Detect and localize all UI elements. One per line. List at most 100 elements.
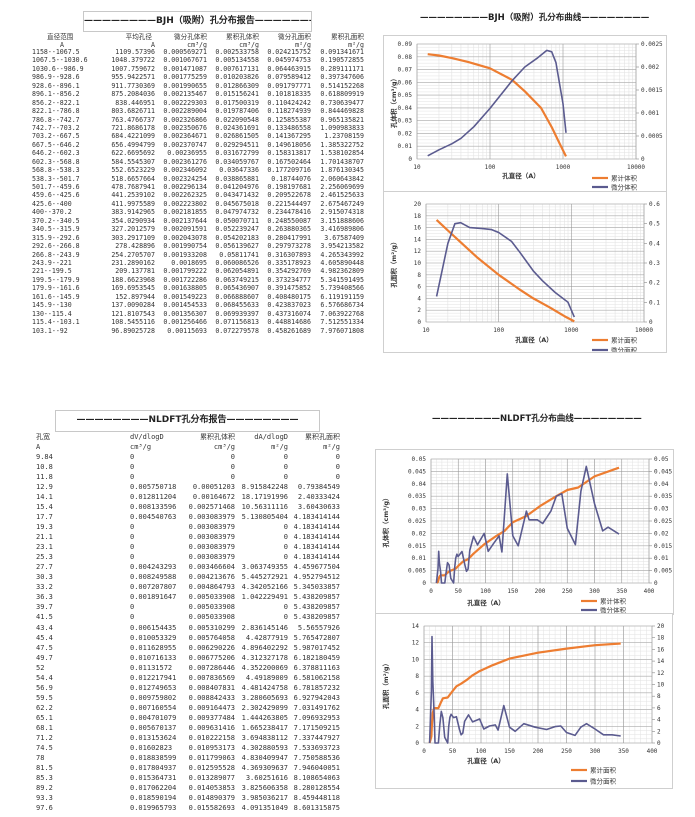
- column-unit: m²/g: [348, 41, 364, 49]
- table-cell: 0.015582693: [188, 804, 235, 813]
- table-cell: 4.605890448: [320, 259, 364, 267]
- table-cell: 0.066888607: [215, 292, 259, 301]
- table-cell: 0: [283, 533, 288, 542]
- table-cell: 0.004243293: [130, 563, 177, 572]
- table-cell: 0.010053329: [130, 633, 177, 642]
- table-cell: 354.0290934: [111, 216, 155, 225]
- table-cell: 0.007160554: [130, 703, 177, 712]
- y-tick-label: 0: [417, 319, 421, 326]
- column-unit: m²/g: [271, 443, 288, 451]
- x-tick-label: 1000: [556, 164, 571, 171]
- table-cell: 0.458261689: [267, 326, 311, 335]
- column-unit: A: [60, 41, 64, 49]
- y-tick-label: 0.04: [412, 481, 427, 488]
- table-cell: 0.026861505: [215, 132, 259, 141]
- table-cell: 622.6695692: [111, 149, 155, 158]
- table-cell: 0.002571468: [188, 503, 235, 512]
- table-cell: 0.18744076: [271, 174, 311, 183]
- y-tick-label: 0.03: [398, 118, 413, 125]
- table-cell: 0.062054891: [215, 267, 259, 276]
- table-cell: 0.001990754: [163, 242, 207, 251]
- table-cell: 0.017804937: [130, 763, 177, 772]
- table-cell: 568.8--538.3: [32, 166, 80, 175]
- table-cell: 303.2917109: [111, 233, 155, 242]
- table-cell: 179.9--161.6: [32, 284, 80, 293]
- table-cell: 0.007836569: [188, 673, 235, 682]
- table-cell: 0.03647336: [219, 166, 259, 175]
- nldft-volume-chart[interactable]: 0 0.005 0.01 0.015 0.02 0.025 0.03 0.035 0.04 0.0…: [375, 449, 674, 615]
- table-cell: 115.4--103.1: [32, 318, 80, 327]
- table-cell: 0.015364731: [130, 773, 177, 782]
- table-cell: 18.17191996: [241, 493, 288, 502]
- table-cell: 0.008249588: [130, 573, 177, 582]
- y-tick-label: 0.09: [398, 41, 413, 48]
- y-tick-label: 14: [412, 623, 420, 630]
- table-cell: 2.256069699: [320, 183, 364, 192]
- table-cell: 742.7--703.2: [32, 123, 80, 132]
- table-cell: 0.005750718: [130, 483, 177, 492]
- table-cell: 0.354292769: [267, 267, 311, 276]
- table-cell: 0.004540763: [130, 513, 177, 522]
- table-cell: 0.005310299: [188, 623, 235, 632]
- table-cell: 54.4: [36, 673, 53, 682]
- table-cell: 5.739408566: [320, 284, 364, 293]
- table-cell: 2.40333424: [297, 493, 340, 502]
- x-tick-label: 50: [449, 748, 457, 755]
- y2-tick-label: 0.05: [654, 456, 669, 463]
- table-cell: 327.2012579: [111, 225, 155, 234]
- y-tick-label: 0: [408, 156, 412, 163]
- table-cell: 4.459677504: [293, 563, 340, 572]
- nldft-area-chart[interactable]: 0 2 4 6 8 10 12 14 0 2 4 6 8 10 12 14 16 18 20 0 50 100 150 200…: [375, 613, 673, 789]
- table-cell: 0.002135467: [163, 90, 207, 99]
- column-header: dV/dlogD: [130, 433, 164, 441]
- y-tick-label: 2: [417, 307, 421, 314]
- y2-tick-label: 0.015: [654, 543, 672, 550]
- table-cell: 0.007617131: [215, 64, 259, 73]
- table-cell: 0.065436907: [215, 284, 259, 293]
- y-tick-label: 0.05: [412, 456, 427, 463]
- table-cell: 188.6623968: [111, 275, 155, 284]
- table-cell: 6.581062158: [293, 673, 340, 682]
- table-cell: 71.2: [36, 733, 53, 742]
- table-cell: 1.665238417: [241, 723, 288, 732]
- y-tick-label: 6: [415, 690, 419, 697]
- table-cell: 0.002043078: [163, 233, 207, 242]
- table-cell: 6.781857232: [293, 683, 340, 692]
- table-cell: 0.079589412: [267, 73, 311, 82]
- table-cell: 0.047974732: [215, 208, 259, 217]
- table-cell: 721.8686178: [111, 123, 155, 132]
- table-cell: 3.063749355: [241, 563, 288, 572]
- table-cell: 0.397347606: [320, 73, 364, 82]
- bjh-volume-chart[interactable]: 0 0.01 0.02 0.03 0.04 0.05 0.06 0.07 0.08 0.09 0 0.…: [383, 35, 667, 192]
- x-tick-label: 300: [590, 748, 601, 755]
- table-cell: 3.67587409: [324, 233, 364, 242]
- x-tick-label: 10000: [627, 164, 645, 171]
- table-cell: 7.976071808: [320, 326, 364, 335]
- table-cell: 85.3: [36, 773, 53, 782]
- table-cell: 0.013289077: [188, 773, 235, 782]
- table-cell: 6.378811163: [293, 663, 340, 672]
- table-cell: 17.7: [36, 513, 53, 522]
- table-cell: 0.011799063: [188, 753, 235, 762]
- table-cell: 11.8: [36, 473, 53, 482]
- table-cell: 1.538102854: [320, 149, 364, 158]
- table-cell: 0.024361691: [215, 123, 259, 132]
- table-cell: 0.001722286: [163, 275, 207, 284]
- table-cell: 0.00236955: [167, 149, 207, 158]
- table-cell: 5.341591495: [320, 275, 364, 284]
- bjh-area-chart[interactable]: 0 2 4 6 8 10 12 14 16 18 20 0 0.1 0.2 0.3 0.4 0.5 0.6 10 10…: [383, 191, 667, 353]
- table-cell: 400--370.2: [32, 208, 72, 217]
- chart-svg: 0 0.01 0.02 0.03 0.04 0.05 0.06 0.07 0.08 0.09 0 0.…: [389, 41, 663, 191]
- legend-label: 微分面积: [611, 346, 638, 353]
- table-cell: 7.031491762: [293, 703, 340, 712]
- table-cell: 856.2--822.1: [32, 98, 80, 107]
- table-cell: 231.2890162: [111, 259, 155, 267]
- table-cell: 0: [335, 473, 340, 482]
- table-cell: 0.423837023: [267, 301, 311, 310]
- table-cell: 6.182180459: [293, 653, 340, 662]
- table-cell: 7.171509215: [293, 723, 340, 732]
- table-cell: 518.6657664: [111, 174, 155, 183]
- table-cell: 0.158313817: [267, 149, 311, 158]
- table-cell: 27.7: [36, 563, 53, 572]
- table-cell: 0.019787406: [215, 107, 259, 116]
